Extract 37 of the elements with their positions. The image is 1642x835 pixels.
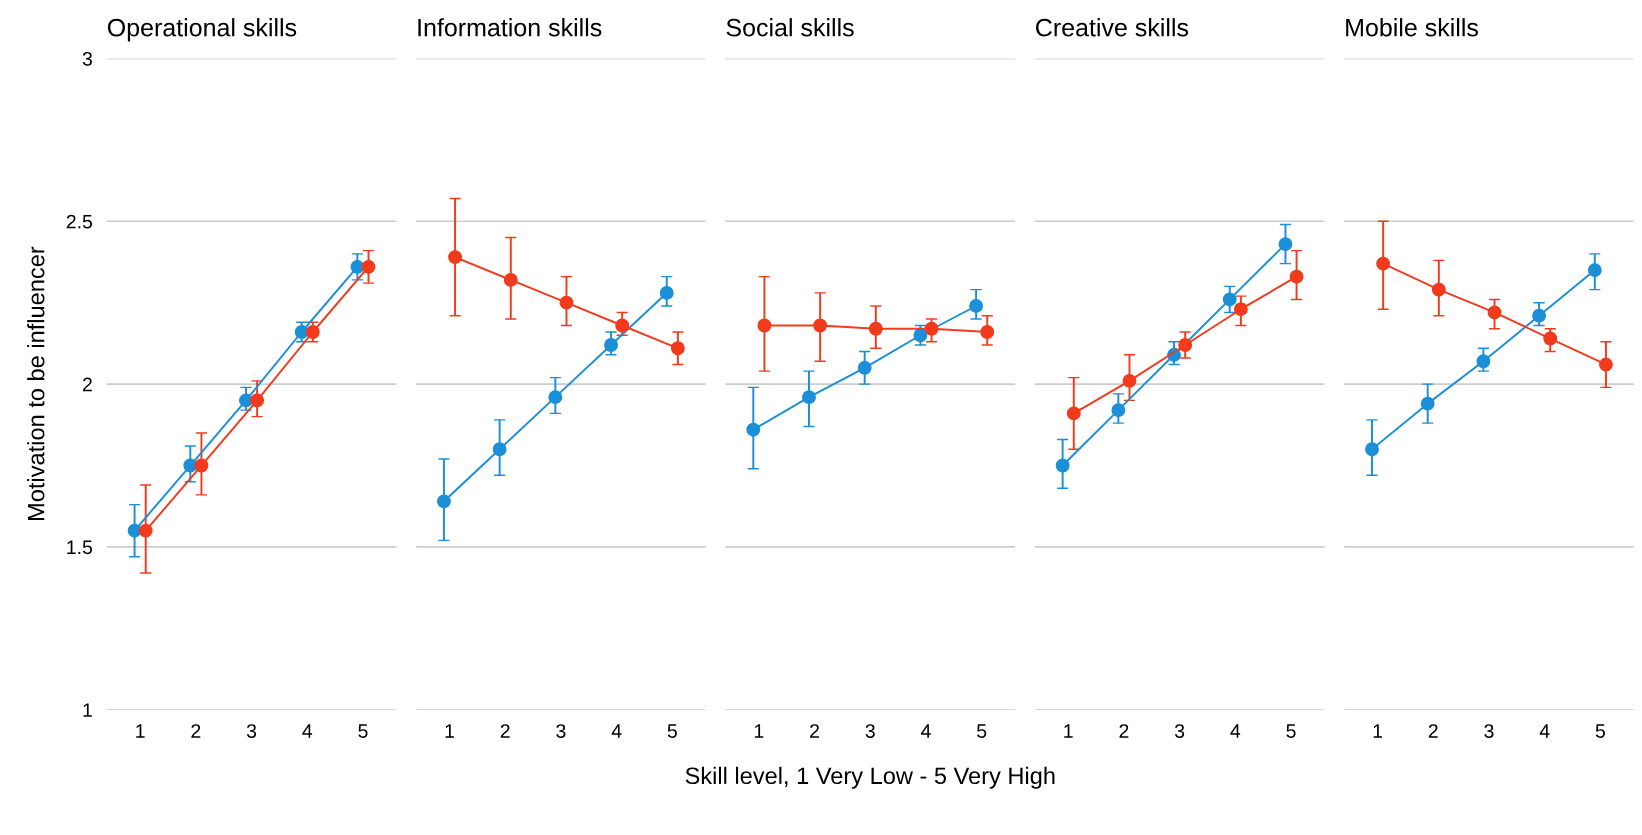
- x-tick-label: 1: [1373, 724, 1383, 738]
- x-tick-label: 4: [921, 724, 931, 738]
- y-tick-label: 3: [82, 51, 92, 66]
- x-tick-label: 1: [136, 724, 145, 738]
- x-tick-label: 4: [1539, 724, 1550, 738]
- x-tick-label: 2: [1119, 724, 1129, 738]
- x-tick-label: 5: [667, 724, 677, 738]
- y-axis-title: Motivation to be influencer: [27, 246, 45, 520]
- x-tick-label: 2: [810, 724, 819, 738]
- x-tick-label: 3: [865, 724, 875, 738]
- chart-title: Social skills: [726, 18, 854, 37]
- y-tick-label: 1.5: [67, 540, 93, 555]
- x-tick-label: 1: [754, 724, 764, 738]
- x-tick-label: 1: [445, 724, 454, 738]
- x-tick-label: 3: [1484, 724, 1494, 738]
- x-tick-label: 3: [1174, 724, 1185, 738]
- chart-title: Operational skills: [107, 18, 297, 42]
- x-tick-label: 4: [1230, 724, 1241, 738]
- x-tick-label: 2: [191, 724, 201, 738]
- x-tick-label: 5: [977, 724, 987, 738]
- x-tick-label: 4: [611, 724, 622, 738]
- x-tick-label: 1: [1064, 724, 1073, 738]
- x-tick-label: 4: [302, 724, 313, 738]
- chart-title: Information skills: [418, 18, 602, 37]
- chart-title: Creative skills: [1036, 18, 1189, 37]
- x-tick-label: 5: [1595, 724, 1605, 738]
- y-tick-label: 1: [83, 703, 92, 717]
- x-tick-label: 2: [500, 724, 510, 738]
- y-tick-label: 2.5: [66, 214, 93, 229]
- y-tick-label: 2: [83, 377, 92, 392]
- x-tick-label: 3: [556, 724, 566, 738]
- x-tick-label: 3: [246, 724, 257, 738]
- x-tick-label: 5: [1286, 724, 1296, 738]
- x-tick-label: 5: [358, 724, 368, 738]
- x-axis-title: Skill level, 1 Very Low - 5 Very High: [685, 766, 1055, 789]
- chart-title: Mobile skills: [1346, 18, 1478, 37]
- x-tick-label: 2: [1428, 724, 1438, 738]
